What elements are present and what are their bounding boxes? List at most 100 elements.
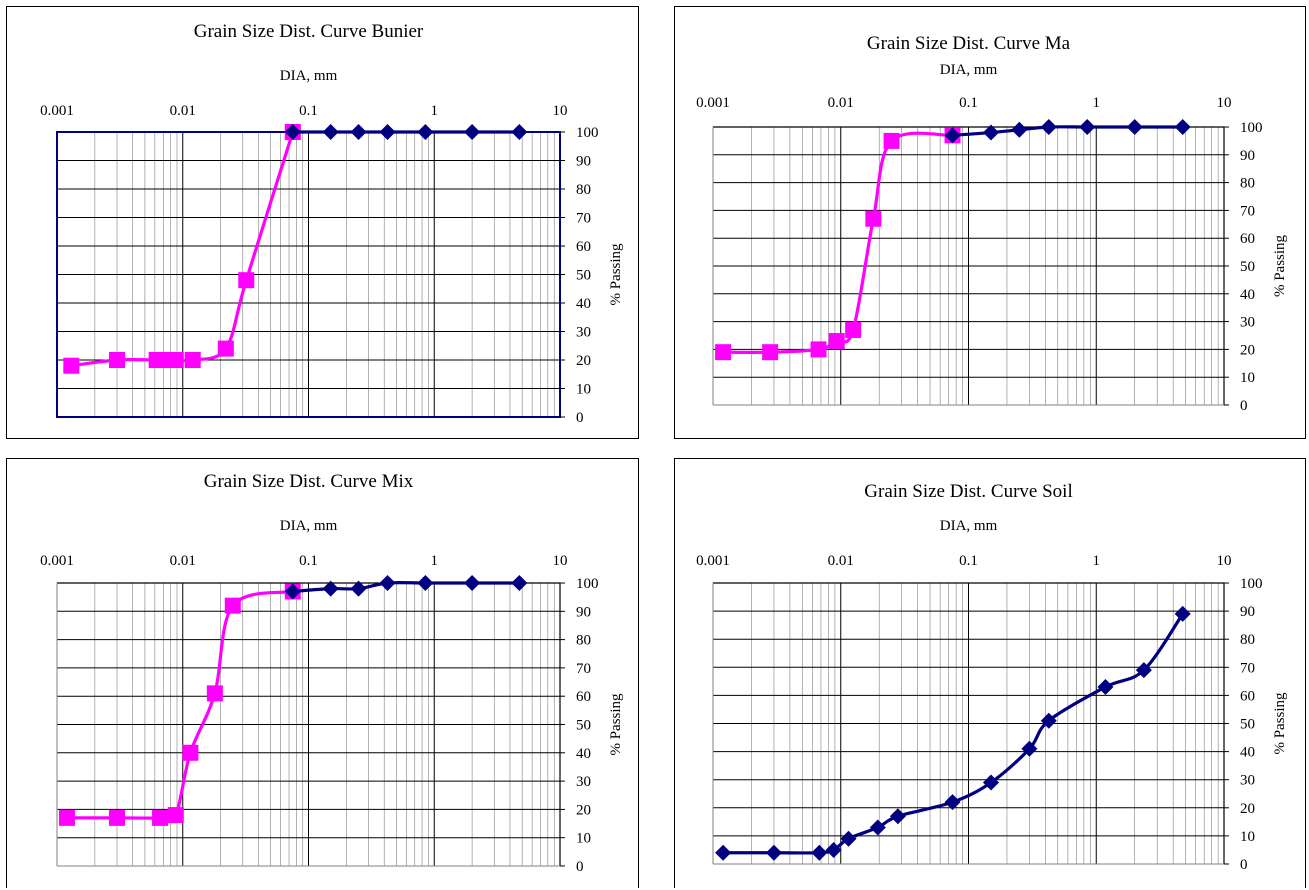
chart-panel-ma: Grain Size Dist. Curve Ma DIA, mm % Passin… <box>674 6 1306 439</box>
data-point <box>511 124 528 140</box>
data-point <box>944 127 961 144</box>
y-tick-label: 20 <box>1240 342 1255 358</box>
y-tick-label: 100 <box>576 125 599 141</box>
x-tick-label: 0.1 <box>299 103 318 119</box>
x-tick-label: 0.01 <box>170 553 196 569</box>
data-point <box>1097 678 1114 695</box>
x-axis-label: DIA, mm <box>280 68 338 84</box>
data-point <box>1126 119 1143 135</box>
y-tick-label: 10 <box>1240 829 1255 845</box>
data-point <box>148 352 165 368</box>
chart-title: Grain Size Dist. Curve Bunier <box>194 21 424 42</box>
chart-panel-mix: Grain Size Dist. Curve Mix DIA, mm % Passi… <box>6 458 639 888</box>
data-point <box>1040 712 1057 729</box>
y-axis-label: % Passing <box>608 243 624 306</box>
data-point <box>1011 121 1028 138</box>
chart-bunier: Grain Size Dist. Curve Bunier DIA, mm % Pa… <box>40 21 624 426</box>
data-point <box>417 124 434 140</box>
series-2 <box>284 575 528 600</box>
chart-title: Grain Size Dist. Curve Mix <box>204 471 414 492</box>
x-tick-label: 0.01 <box>828 95 854 111</box>
series-2 <box>944 119 1191 144</box>
y-tick-label: 60 <box>576 239 591 255</box>
gridlines <box>56 582 561 867</box>
y-tick-label: 90 <box>1240 604 1255 620</box>
x-axis-label: DIA, mm <box>940 518 998 534</box>
x-tick-label: 1 <box>1093 95 1101 111</box>
data-point <box>765 844 782 861</box>
y-tick-label: 30 <box>1240 773 1255 789</box>
data-point <box>63 357 80 374</box>
y-tick-label: 40 <box>1240 287 1255 303</box>
data-point <box>322 124 339 140</box>
data-point <box>224 597 241 614</box>
y-tick-label: 50 <box>1240 717 1255 733</box>
series-1 <box>58 583 301 826</box>
data-point <box>982 774 999 791</box>
data-point <box>217 340 234 357</box>
data-point <box>715 344 732 361</box>
y-tick-label: 50 <box>576 268 591 284</box>
gridlines <box>56 131 561 418</box>
series-1 <box>63 124 301 374</box>
y-tick-label: 70 <box>1240 660 1255 676</box>
x-tick-label: 10 <box>553 103 568 119</box>
data-point <box>1174 605 1191 622</box>
y-tick-label: 70 <box>576 661 591 677</box>
data-point <box>1079 119 1096 135</box>
data-point <box>350 124 367 140</box>
x-tick-label: 0.001 <box>696 553 730 569</box>
chart-mix: Grain Size Dist. Curve Mix DIA, mm % Passi… <box>40 471 624 875</box>
y-tick-label: 20 <box>576 353 591 369</box>
data-point <box>840 830 857 847</box>
x-tick-label: 1 <box>431 103 439 119</box>
data-point <box>206 685 223 702</box>
data-point <box>58 809 75 826</box>
y-tick-label: 40 <box>1240 745 1255 761</box>
data-point <box>284 583 301 600</box>
series-line <box>66 589 294 823</box>
data-point <box>982 124 999 141</box>
series-2 <box>284 124 528 140</box>
data-point <box>845 321 862 338</box>
y-tick-label: 100 <box>576 576 599 592</box>
gridlines <box>712 126 1225 406</box>
y-tick-label: 80 <box>576 182 591 198</box>
y-tick-label: 10 <box>576 382 591 398</box>
y-tick-label: 80 <box>1240 176 1255 192</box>
y-tick-label: 70 <box>576 211 591 227</box>
y-tick-label: 10 <box>576 831 591 847</box>
y-tick-label: 40 <box>576 746 591 762</box>
x-tick-label: 10 <box>1217 553 1232 569</box>
x-tick-label: 0.01 <box>828 553 854 569</box>
y-tick-label: 0 <box>1240 398 1248 414</box>
chart-panel-soil: Grain Size Dist. Curve Soil DIA, mm % Pass… <box>674 458 1306 888</box>
y-axis-label: % Passing <box>608 693 624 756</box>
data-point <box>350 580 367 597</box>
data-point <box>810 341 827 358</box>
x-tick-label: 10 <box>553 553 568 569</box>
data-point <box>464 575 481 591</box>
x-tick-label: 0.001 <box>40 103 74 119</box>
series-line <box>71 131 295 368</box>
data-point <box>865 210 882 227</box>
x-tick-label: 0.01 <box>170 103 196 119</box>
data-point <box>182 744 199 761</box>
y-tick-label: 100 <box>1240 120 1263 136</box>
data-point <box>811 844 828 861</box>
y-tick-label: 0 <box>576 859 584 875</box>
data-point <box>883 132 900 149</box>
y-tick-label: 90 <box>576 154 591 170</box>
data-point <box>152 809 169 826</box>
x-tick-label: 0.1 <box>959 95 978 111</box>
y-tick-label: 50 <box>1240 259 1255 275</box>
x-tick-label: 0.1 <box>959 553 978 569</box>
x-tick-label: 0.1 <box>299 553 318 569</box>
y-tick-label: 20 <box>1240 801 1255 817</box>
x-tick-label: 0.001 <box>40 553 74 569</box>
data-point <box>511 575 528 591</box>
x-tick-label: 1 <box>431 553 439 569</box>
data-point <box>417 575 434 591</box>
y-tick-label: 30 <box>576 774 591 790</box>
x-axis-label: DIA, mm <box>940 62 998 78</box>
